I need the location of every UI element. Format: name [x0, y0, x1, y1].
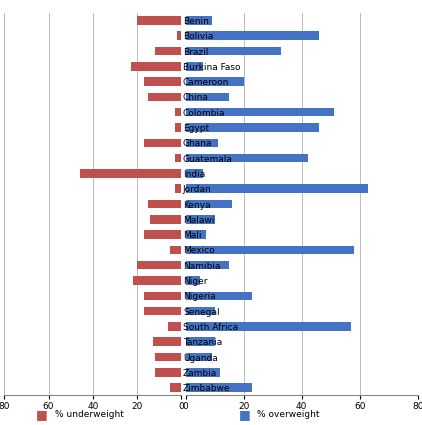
Bar	[155, 368, 181, 377]
Bar	[80, 169, 181, 178]
Bar	[186, 93, 229, 101]
Bar	[130, 62, 181, 71]
Bar	[186, 307, 215, 315]
Bar	[144, 307, 181, 315]
Bar	[133, 276, 181, 285]
Bar	[186, 200, 232, 208]
Bar	[186, 169, 203, 178]
Bar	[186, 77, 244, 86]
Bar	[186, 322, 351, 331]
Bar	[186, 230, 206, 239]
Bar	[148, 200, 181, 208]
Text: % underweight: % underweight	[55, 410, 124, 419]
Bar	[186, 31, 319, 40]
Text: ■: ■	[239, 408, 251, 421]
Bar	[186, 154, 308, 162]
Bar	[186, 276, 200, 285]
Bar	[177, 31, 181, 40]
Bar	[137, 261, 181, 269]
Bar	[186, 261, 229, 269]
Bar	[137, 16, 181, 25]
Bar	[144, 230, 181, 239]
Bar	[144, 77, 181, 86]
Bar	[175, 184, 181, 193]
Bar	[170, 383, 181, 392]
Bar	[175, 108, 181, 116]
Bar	[144, 139, 181, 147]
Bar	[186, 353, 212, 361]
Bar	[186, 368, 221, 377]
Bar	[186, 16, 212, 25]
Bar	[175, 123, 181, 132]
Bar	[144, 292, 181, 300]
Bar	[148, 93, 181, 101]
Bar	[155, 353, 181, 361]
Bar	[186, 292, 252, 300]
Text: % overweight: % overweight	[257, 410, 320, 419]
Bar	[186, 108, 334, 116]
Bar	[186, 246, 354, 254]
Bar	[153, 337, 181, 346]
Bar	[186, 123, 319, 132]
Bar	[186, 184, 368, 193]
Bar	[186, 139, 218, 147]
Bar	[170, 246, 181, 254]
Bar	[155, 47, 181, 55]
Bar	[186, 383, 252, 392]
Bar	[186, 62, 203, 71]
Bar	[186, 215, 215, 224]
Text: ■: ■	[36, 408, 48, 421]
Bar	[175, 154, 181, 162]
Bar	[151, 215, 181, 224]
Bar	[186, 337, 215, 346]
Bar	[168, 322, 181, 331]
Bar	[186, 47, 281, 55]
